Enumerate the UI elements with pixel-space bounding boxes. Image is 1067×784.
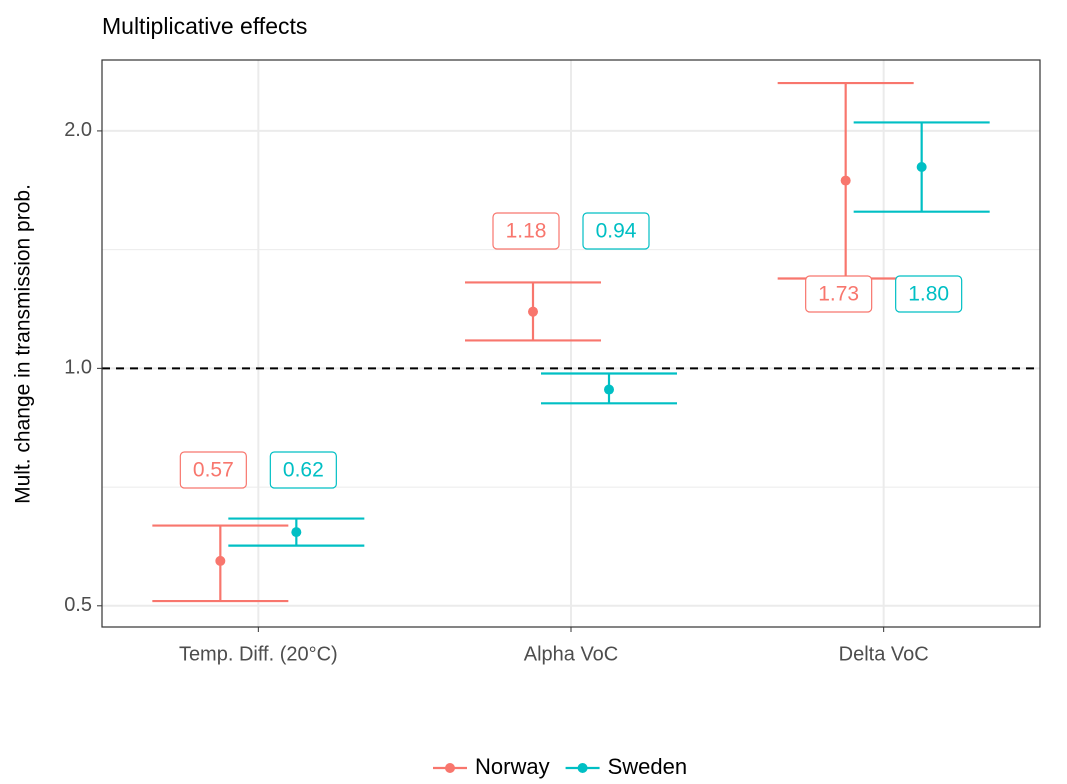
error-bar-group: [465, 281, 601, 342]
x-tick-label: Delta VoC: [839, 643, 929, 665]
legend-label: Sweden: [608, 754, 688, 779]
error-bar-group: [541, 372, 677, 405]
y-tick-label: 1.0: [64, 357, 92, 379]
value-label-box: [269, 451, 337, 489]
x-tick-label: Temp. Diff. (20°C): [179, 643, 338, 665]
value-label: 0.62: [283, 459, 324, 482]
point: [840, 175, 851, 186]
point: [528, 306, 538, 317]
legend-label: Norway: [475, 754, 550, 779]
value-label-box: [805, 275, 873, 313]
x-tick-label: Alpha VoC: [524, 643, 619, 665]
legend-key-point: [445, 763, 455, 773]
error-bar-group: [853, 121, 990, 213]
error-bar-group: [228, 517, 365, 547]
legend-key-point: [577, 763, 588, 773]
point: [291, 527, 302, 538]
chart-title: Multiplicative effects: [102, 13, 307, 39]
error-bar-group: [152, 524, 289, 603]
value-label-box: [492, 212, 560, 250]
value-label: 1.80: [908, 283, 949, 306]
point: [916, 162, 927, 173]
point: [604, 384, 614, 395]
value-label: 0.94: [596, 220, 637, 243]
y-tick-label: 2.0: [64, 119, 92, 141]
value-label: 1.73: [818, 283, 859, 306]
plot-border: [101, 59, 1041, 628]
value-label-box: [179, 451, 247, 489]
y-tick-label: 0.5: [64, 594, 92, 616]
point: [215, 555, 226, 566]
value-label: 0.57: [193, 459, 234, 482]
value-label-box: [895, 275, 963, 313]
value-label: 1.18: [506, 220, 547, 243]
value-label-box: [582, 212, 650, 250]
y-axis-label: Mult. change in transmission prob.: [12, 184, 35, 504]
